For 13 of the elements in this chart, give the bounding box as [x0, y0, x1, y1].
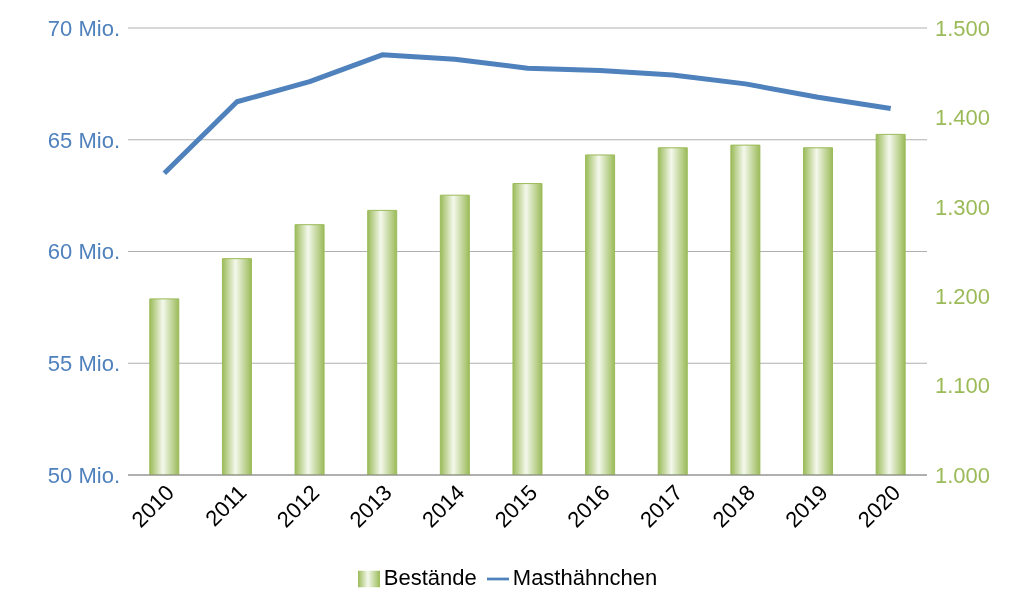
- y2-tick-label: 1.000: [935, 462, 991, 488]
- legend-label: Masthähnchen: [512, 565, 658, 590]
- y-tick-label: 70 Mio.: [47, 15, 120, 41]
- y2-tick-label: 1.100: [935, 373, 991, 399]
- y2-tick-label: 1.300: [935, 194, 991, 220]
- y2-tick-label: 1.400: [935, 105, 991, 131]
- y-tick-label: 55 Mio.: [47, 351, 120, 377]
- y-tick-label: 50 Mio.: [47, 462, 120, 488]
- y2-tick-label: 1.500: [935, 15, 991, 41]
- y-tick-label: 60 Mio.: [47, 239, 120, 265]
- legend-label: Bestände: [383, 565, 477, 590]
- y2-tick-label: 1.200: [935, 284, 991, 310]
- y-tick-label: 65 Mio.: [47, 127, 120, 153]
